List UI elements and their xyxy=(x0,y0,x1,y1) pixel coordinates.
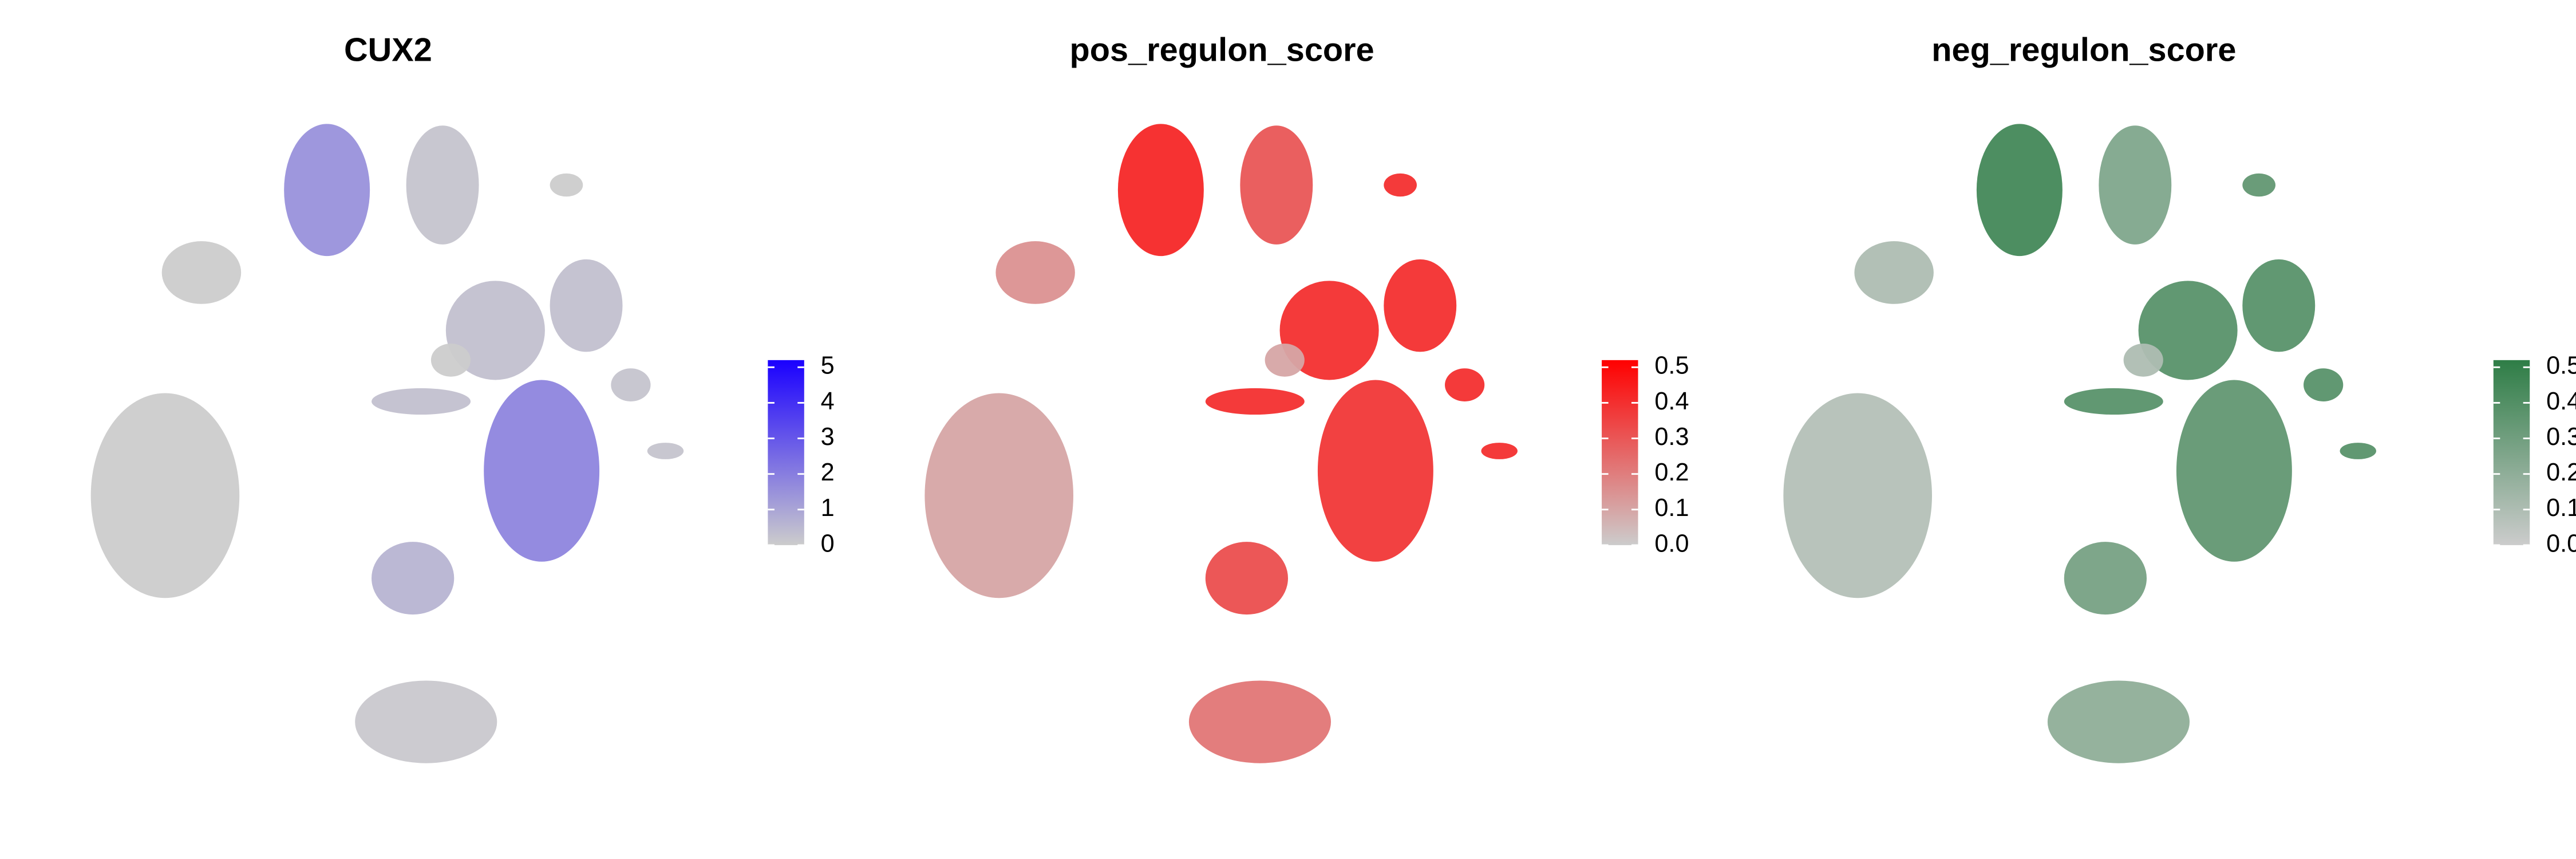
cell-cluster xyxy=(484,380,600,562)
cell-cluster xyxy=(2340,443,2376,459)
colorbar-tick-label: 0.3 xyxy=(2546,423,2576,451)
colorbar xyxy=(2493,360,2530,545)
cell-cluster xyxy=(1445,368,1485,401)
cell-cluster xyxy=(161,241,242,304)
cell-cluster xyxy=(2304,368,2344,401)
colorbar-tick-label: 0.4 xyxy=(2546,388,2576,415)
cell-cluster xyxy=(284,124,370,257)
colorbar-tick-label: 2 xyxy=(821,459,835,486)
colorbar-tick-label: 0.1 xyxy=(2546,494,2576,522)
cell-cluster xyxy=(1481,443,1518,459)
colorbar-tick-label: 0.5 xyxy=(1654,352,1689,380)
colorbar-tick-label: 0.5 xyxy=(2546,352,2576,380)
cell-cluster xyxy=(1279,281,1379,380)
cell-cluster xyxy=(2123,344,2163,377)
colorbar-tick-label: 4 xyxy=(821,388,835,415)
cell-cluster xyxy=(550,173,583,197)
cell-cluster xyxy=(372,388,471,415)
cell-cluster xyxy=(430,344,471,377)
cell-cluster xyxy=(611,368,651,401)
cell-cluster xyxy=(2138,281,2238,380)
cell-cluster xyxy=(1783,393,1932,598)
cell-cluster xyxy=(550,259,623,352)
colorbar-tick-label: 0.2 xyxy=(2546,459,2576,486)
cell-cluster xyxy=(1265,344,1305,377)
colorbar-tick-label: 5 xyxy=(821,352,835,380)
colorbar-tick-label: 0.2 xyxy=(1654,459,1689,486)
cell-cluster xyxy=(2099,125,2172,245)
colorbar-tick-label: 1 xyxy=(821,494,835,522)
colorbar xyxy=(768,360,804,545)
umap-panel xyxy=(90,124,684,763)
cell-cluster xyxy=(1384,173,1417,197)
colorbar-tick-label: 3 xyxy=(821,423,835,451)
cell-cluster xyxy=(1976,124,2063,257)
cell-cluster xyxy=(406,125,479,245)
colorbar-tick-label: 0.4 xyxy=(1654,388,1689,415)
umap-panel xyxy=(1783,124,2376,763)
colorbar-tick-label: 0.0 xyxy=(2546,530,2576,557)
cell-cluster xyxy=(372,542,455,615)
cell-cluster xyxy=(2242,259,2316,352)
cell-cluster xyxy=(445,281,545,380)
cell-cluster xyxy=(1188,680,1331,763)
cell-cluster xyxy=(647,443,684,459)
cell-cluster xyxy=(995,241,1075,304)
cell-cluster xyxy=(1240,125,1313,245)
cell-cluster xyxy=(2047,680,2190,763)
cell-cluster xyxy=(1205,388,1305,415)
umap-panel xyxy=(924,124,1518,763)
cell-cluster xyxy=(2176,380,2292,562)
cell-cluster xyxy=(1854,241,1934,304)
cell-cluster xyxy=(1205,542,1288,615)
cell-cluster xyxy=(1117,124,1204,257)
cell-cluster xyxy=(90,393,240,598)
chart-title: pos_regulon_score xyxy=(1070,32,1374,69)
cell-cluster xyxy=(924,393,1073,598)
cell-cluster xyxy=(1317,380,1433,562)
colorbar-tick-label: 0 xyxy=(821,530,835,557)
colorbar-tick-label: 0.1 xyxy=(1654,494,1689,522)
colorbar-tick-label: 0.0 xyxy=(1654,530,1689,557)
colorbar-tick-label: 0.3 xyxy=(1654,423,1689,451)
cell-cluster xyxy=(2064,388,2163,415)
cell-cluster xyxy=(355,680,497,763)
chart-title: CUX2 xyxy=(344,32,432,69)
cell-cluster xyxy=(1384,259,1457,352)
cell-cluster xyxy=(2064,542,2147,615)
colorbar xyxy=(1602,360,1638,545)
chart-title: neg_regulon_score xyxy=(1931,32,2236,69)
cell-cluster xyxy=(2242,173,2275,197)
